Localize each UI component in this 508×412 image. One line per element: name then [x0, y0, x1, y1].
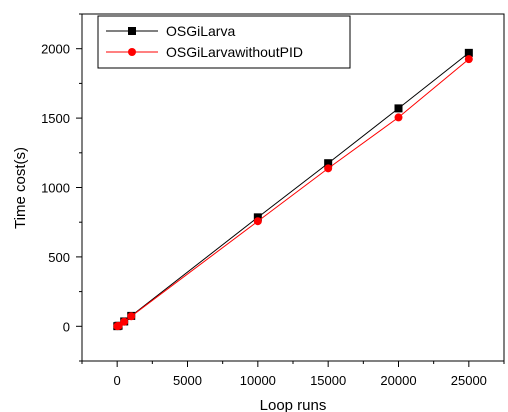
x-axis-label: Loop runs — [260, 397, 327, 412]
data-point — [324, 164, 333, 173]
legend-label: OSGiLarvawithoutPID — [166, 44, 303, 60]
y-axis: 0 500 1000 1500 2000 — [41, 13, 82, 362]
y-tick-label: 500 — [48, 250, 70, 265]
data-point — [253, 217, 262, 226]
x-tick-label: 25000 — [451, 373, 487, 388]
data-point — [127, 312, 136, 321]
x-tick-label: 5000 — [173, 373, 202, 388]
data-point — [464, 48, 473, 57]
legend-entries: OSGiLarva OSGiLarvawithoutPID — [106, 23, 303, 60]
data-point — [394, 104, 403, 113]
data-point — [114, 321, 123, 330]
series-1 — [113, 48, 473, 331]
x-axis: 0 5000 10000 15000 20000 25000 — [81, 361, 505, 388]
data-point — [324, 159, 333, 168]
y-tick-label: 1000 — [41, 181, 70, 196]
x-tick-label: 0 — [114, 373, 121, 388]
x-tick-label: 15000 — [310, 373, 346, 388]
y-tick-label: 1500 — [41, 111, 70, 126]
legend-entry: OSGiLarvawithoutPID — [106, 44, 303, 60]
legend-label: OSGiLarva — [166, 23, 235, 39]
series-layer — [113, 48, 473, 331]
data-point — [120, 317, 129, 326]
x-tick-label: 10000 — [240, 373, 276, 388]
legend-marker — [128, 27, 136, 35]
x-tick-label: 20000 — [380, 373, 416, 388]
legend-box — [97, 15, 351, 69]
series-line — [117, 52, 470, 327]
data-point — [464, 55, 473, 64]
series-2 — [113, 55, 473, 331]
legend-marker — [128, 48, 136, 56]
legend-entry: OSGiLarva — [106, 23, 235, 39]
data-point — [394, 113, 403, 122]
y-tick-label: 2000 — [41, 42, 70, 57]
y-tick-label: 0 — [63, 319, 70, 334]
legend: OSGiLarva OSGiLarvawithoutPID — [97, 15, 351, 69]
y-axis-label: Time cost(s) — [12, 147, 29, 229]
